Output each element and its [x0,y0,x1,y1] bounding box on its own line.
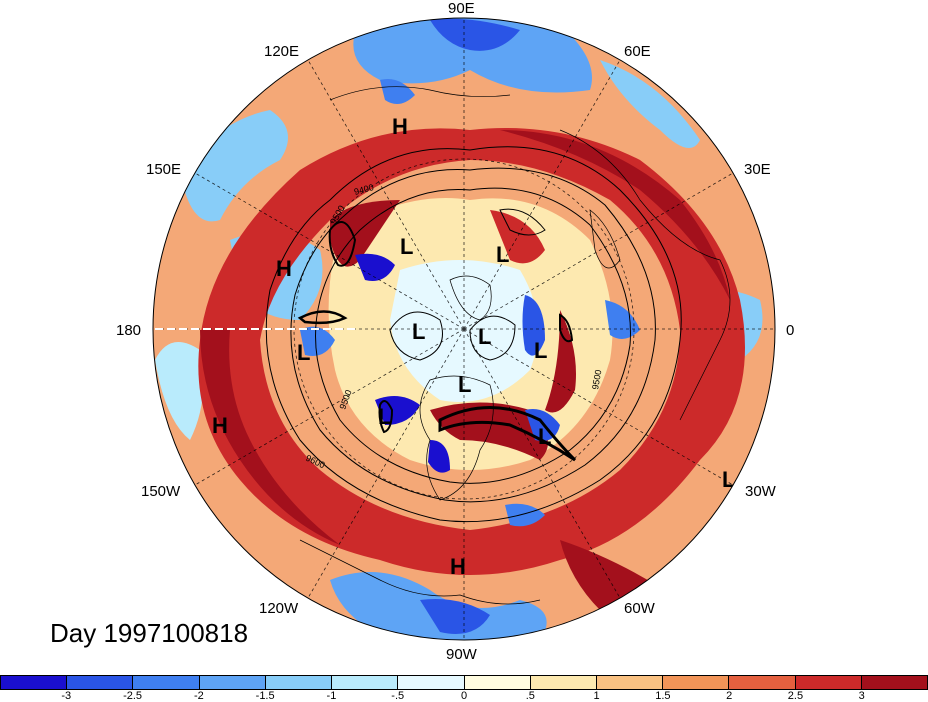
colorbar-tick-labels: -3 -2.5 -2 -1.5 -1 -.5 0 .5 1 1.5 2 2.5 3 [0,690,928,702]
anomaly-negative-region [355,253,395,281]
colorbar-tick-label: 1 [593,690,600,702]
anomaly-negative-region [420,599,490,634]
colorbar-swatch [530,676,597,689]
longitude-label-120w: 120W [259,600,299,617]
anomaly-negative-region [380,79,415,104]
colorbar-tick-label: 0 [460,690,468,702]
colorbar-tick-label: -2 [193,690,204,702]
longitude-label-30e: 30E [744,161,771,178]
pressure-centers: H H H H L L L L L L L L L L [212,114,735,579]
colorbar-swatch [464,676,531,689]
anomaly-negative-region [300,326,335,356]
longitude-label-90e: 90E [448,0,475,17]
longitude-label-120e: 120E [264,43,299,60]
colorbar-swatch [1,676,68,689]
coastlines [299,86,731,605]
longitude-label-150e: 150E [146,161,181,178]
low-pressure-center: L [400,234,413,259]
anomaly-negative-region [180,110,288,222]
colorbar-tick-label: -1.5 [255,690,275,702]
anomaly-inner-band [545,310,576,413]
anomaly-negative-region [505,503,545,527]
low-pressure-center: L [538,424,551,449]
geopotential-contours [265,146,682,523]
colorbar-tick-label: -.5 [391,690,405,702]
colorbar-tick-label: -3 [61,690,72,702]
anomaly-negative-region [155,342,204,440]
anomaly-negative-region [600,60,700,148]
high-pressure-center: H [450,554,466,579]
longitude-label-60e: 60E [624,43,651,60]
colorbar-tick-label: 2 [726,690,733,702]
anomaly-negative-region [428,440,450,473]
longitude-label-180: 180 [116,322,141,339]
colorbar [0,675,928,690]
colorbar-tick-label: 1.5 [655,690,671,702]
colorbar-swatch [133,676,200,689]
colorbar-swatch [795,676,862,689]
polar-stereographic-map: 9400 9500 9600 9500 9500 H H H H L L L L… [116,0,794,663]
anomaly-positive-band [500,130,730,300]
anomaly-inner-band [430,402,548,460]
map-disk: 9400 9500 9600 9500 9500 H H H H L L L L… [153,18,775,640]
anomaly-inner-band [330,200,400,267]
colorbar-swatch [663,676,730,689]
colorbar-tick-label: -1 [326,690,337,702]
colorbar-tick-label: .5 [525,690,535,702]
high-pressure-center: H [212,413,228,438]
low-pressure-center: L [412,319,425,344]
colorbar-tick-label: 3 [858,690,865,702]
date-title: Day 1997100818 [50,618,249,648]
anomaly-negative-region [522,295,545,356]
colorbar-swatch [398,676,465,689]
longitude-label-30w: 30W [745,483,777,500]
low-pressure-center: L [722,467,735,492]
longitude-label-60w: 60W [624,600,656,617]
colorbar-swatch [861,676,928,689]
low-pressure-center: L [534,338,547,363]
anomaly-negative-region [605,300,640,339]
anomaly-negative-region [375,396,420,425]
colorbar-swatch [67,676,134,689]
high-pressure-center: H [392,114,408,139]
colorbar-tick-label: 2.5 [787,690,804,702]
colorbar-swatch [729,676,796,689]
colorbar-swatch [596,676,664,689]
colorbar-swatch [265,676,333,689]
longitude-label-0: 0 [786,322,794,339]
low-pressure-center: L [297,340,310,365]
anomaly-negative-region [430,18,520,51]
low-pressure-center: L [478,324,491,349]
low-pressure-center: L [458,372,471,397]
longitude-label-90w: 90W [446,646,478,663]
high-pressure-center: H [276,256,292,281]
colorbar-tick-label: -2.5 [123,690,143,702]
colorbar-swatch [332,676,399,689]
anomaly-positive-band [200,330,340,545]
low-pressure-center: L [378,404,391,429]
longitude-label-150w: 150W [141,483,181,500]
contour-label: 9500 [590,369,603,390]
low-pressure-center: L [496,242,509,267]
map-disk-border [152,17,776,641]
colorbar-swatch [199,676,266,689]
anomaly-inner-band [490,210,545,264]
longitude-labels: 90E 120E 60E 150E 30E 180 0 150W 30W 120… [116,0,794,663]
anomaly-negative-region [353,18,592,93]
